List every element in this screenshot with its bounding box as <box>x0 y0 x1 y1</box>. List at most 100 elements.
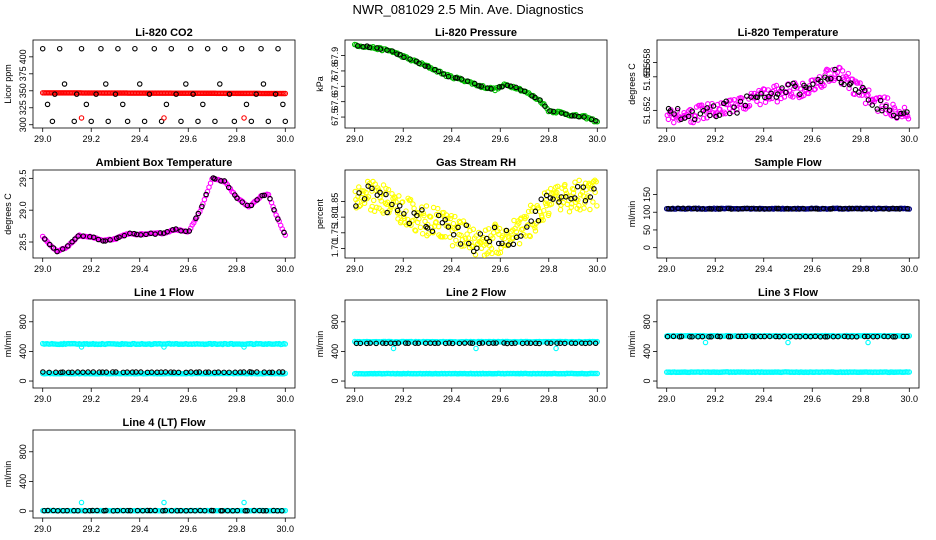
chart-panel: Li-820 CO2 Licor ppm 29.0 29.2 29.4 29.6 29.8 3… <box>3 27 296 144</box>
chart-panel: Li-820 Temperature degrees C 29.0 29.2 29.4 2… <box>627 27 920 144</box>
data-layer <box>663 332 913 376</box>
data-point <box>493 340 499 346</box>
data-point <box>407 56 413 62</box>
data-point <box>221 178 228 184</box>
data-point <box>572 340 579 347</box>
data-point <box>476 83 482 89</box>
y-tick-label: 800 <box>18 444 28 459</box>
plot-frame <box>344 169 608 259</box>
data-point <box>190 91 196 97</box>
x-tick-label: 29.0 <box>658 134 676 144</box>
y-tick-label: 0 <box>18 379 28 384</box>
data-point <box>674 108 681 114</box>
data-point <box>202 369 209 375</box>
y-tick-label: 400 <box>18 344 28 359</box>
chart-panel: Line 3 Flow ml/min 29.0 29.2 29.4 29.6 29.8 30.… <box>627 287 920 404</box>
data-point <box>367 340 374 346</box>
data-point <box>539 214 545 220</box>
data-point <box>105 118 111 125</box>
data-point <box>890 205 896 212</box>
y-tick-label: 67.5 <box>330 108 340 126</box>
data-point <box>853 334 860 340</box>
y-tick-label: 51.652 <box>642 97 652 125</box>
data-point <box>187 45 194 52</box>
data-point <box>203 191 209 198</box>
y-axis-label: degrees C <box>627 63 637 105</box>
data-point <box>812 205 819 212</box>
data-point <box>254 369 260 375</box>
data-point <box>668 206 675 212</box>
x-tick-label: 29.2 <box>394 134 412 144</box>
data-point <box>65 369 72 376</box>
data-point <box>670 333 677 340</box>
data-point <box>848 80 854 86</box>
y-axis-label: ml/min <box>3 331 13 358</box>
x-tick-label: 29.8 <box>228 134 246 144</box>
data-point <box>676 334 683 340</box>
data-point <box>116 234 122 240</box>
data-point <box>205 369 212 375</box>
data-point <box>717 106 723 113</box>
panel-title: Line 3 Flow <box>758 287 818 299</box>
data-point <box>824 333 831 340</box>
data-point <box>490 340 497 346</box>
data-point <box>581 205 587 211</box>
data-point <box>282 507 289 514</box>
data-point <box>812 86 818 92</box>
data-point <box>548 340 554 346</box>
data-point <box>700 107 707 114</box>
data-point <box>372 181 378 187</box>
data-point <box>894 114 900 121</box>
data-point <box>792 83 798 89</box>
data-point <box>524 224 530 230</box>
data-point <box>363 189 369 196</box>
data-point <box>279 508 285 514</box>
plot-frame <box>32 39 296 129</box>
data-point <box>276 369 282 375</box>
y-tick-label: 400 <box>18 474 28 489</box>
data-point <box>282 232 289 238</box>
chart-panel: Line 4 (LT) Flow ml/min 29.0 29.2 29.4 29.6 29… <box>3 417 296 534</box>
data-point <box>790 206 797 212</box>
x-tick-label: 29.0 <box>346 264 364 274</box>
data-point <box>556 199 562 205</box>
data-point <box>226 369 232 376</box>
y-tick-label: 300 <box>18 117 28 132</box>
data-point <box>773 94 780 100</box>
data-point <box>865 97 872 103</box>
data-point <box>568 195 574 202</box>
data-point <box>112 91 119 97</box>
data-point <box>883 103 889 110</box>
x-tick-label: 29.0 <box>34 524 52 534</box>
data-point <box>248 369 255 375</box>
x-tick-label: 29.8 <box>540 264 558 274</box>
data-point <box>88 118 94 125</box>
panel-title: Line 4 (LT) Flow <box>123 417 206 429</box>
data-point <box>820 205 827 212</box>
data-point <box>46 240 52 247</box>
data-point <box>380 182 387 188</box>
data-point <box>467 340 473 346</box>
data-point <box>422 218 428 225</box>
x-tick-label: 29.4 <box>443 394 461 404</box>
data-point <box>361 196 368 202</box>
data-point <box>401 54 407 61</box>
data-point <box>417 224 424 231</box>
data-point <box>493 223 499 229</box>
data-point <box>397 52 403 58</box>
data-point <box>424 225 431 231</box>
data-point <box>129 369 136 375</box>
data-point <box>168 45 175 52</box>
data-point <box>373 204 380 211</box>
x-tick-label: 29.8 <box>852 394 870 404</box>
data-point <box>671 111 677 117</box>
data-point <box>354 43 361 49</box>
data-point <box>578 340 585 346</box>
plot-frame <box>32 429 296 519</box>
data-point <box>862 87 868 94</box>
data-point <box>484 85 491 91</box>
data-point <box>461 340 468 346</box>
data-point <box>473 345 479 352</box>
data-point <box>542 103 548 109</box>
